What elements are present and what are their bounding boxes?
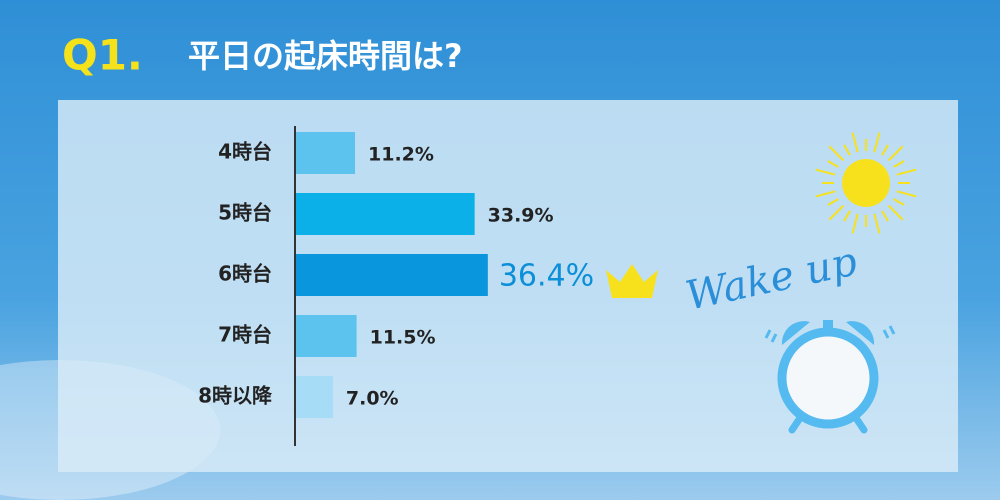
bar [296, 193, 475, 235]
sun-ray [815, 168, 836, 176]
clock-icon [764, 320, 896, 434]
sun-ray [827, 198, 839, 206]
bar [296, 254, 488, 296]
category-label: 4時台 [218, 140, 272, 164]
value-label: 11.5% [370, 327, 436, 349]
sun-ray [896, 168, 917, 176]
bar [296, 315, 357, 357]
sun-ray [887, 204, 904, 221]
sun-ray [828, 145, 845, 162]
chart-title: 平日の起床時間は? [188, 37, 463, 75]
sun-ray [828, 204, 845, 221]
sun-ray [887, 145, 904, 162]
sun-ray [873, 213, 881, 234]
sun-ray [881, 144, 889, 156]
sun-ray [851, 213, 859, 234]
sun-ray [893, 160, 905, 168]
sun-ray [843, 144, 851, 156]
sun-ray [893, 198, 905, 206]
sun-ray [851, 132, 859, 153]
sun-ray [881, 210, 889, 222]
bar [296, 376, 333, 418]
sun-ray [827, 160, 839, 168]
category-label: 8時以降 [198, 384, 273, 408]
sun-ray [843, 210, 851, 222]
sun-ray [815, 190, 836, 198]
category-label: 6時台 [218, 262, 272, 286]
value-label: 33.9% [488, 205, 554, 227]
category-label: 5時台 [218, 201, 272, 225]
sun-ray [896, 190, 917, 198]
category-label: 7時台 [218, 323, 272, 347]
value-label: 7.0% [346, 388, 399, 410]
sun-icon [815, 132, 917, 234]
bar [296, 132, 356, 174]
value-label: 36.4% [499, 259, 594, 294]
crown-icon [606, 264, 658, 298]
value-label: 11.2% [368, 144, 434, 166]
sun-ray [873, 132, 881, 153]
question-number: Q1. [62, 31, 143, 80]
